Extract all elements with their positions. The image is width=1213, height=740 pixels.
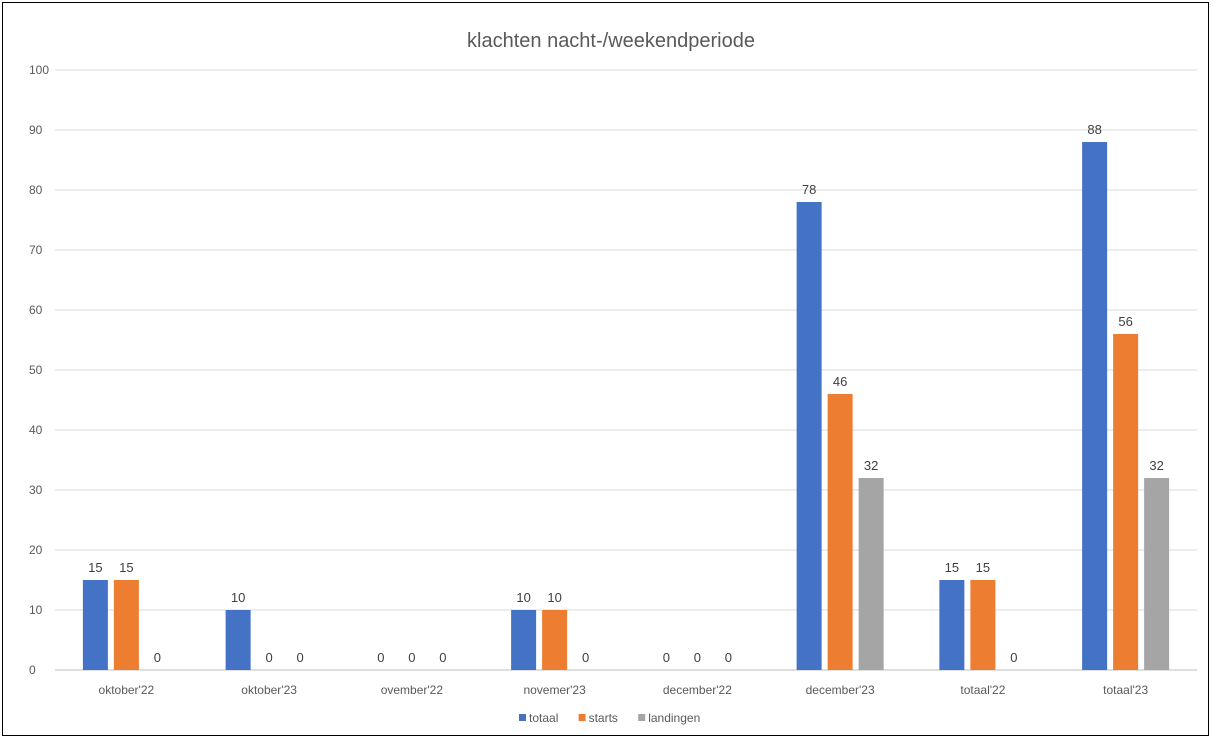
data-label: 78 <box>802 182 816 197</box>
legend-item-starts[interactable]: starts <box>578 711 618 725</box>
data-label: 56 <box>1118 314 1132 329</box>
data-label: 10 <box>547 590 561 605</box>
x-tick-label: ovember'22 <box>381 683 444 697</box>
data-label: 0 <box>154 650 161 665</box>
x-tick-label: totaal'23 <box>1103 683 1148 697</box>
data-label: 10 <box>231 590 245 605</box>
data-label: 0 <box>582 650 589 665</box>
legend-label: totaal <box>529 711 558 725</box>
data-label: 32 <box>864 458 878 473</box>
legend-swatch <box>638 714 646 721</box>
bar-landingen[interactable] <box>858 478 884 670</box>
data-label: 0 <box>377 650 384 665</box>
bar-totaal[interactable] <box>225 610 251 670</box>
data-label: 0 <box>408 650 415 665</box>
y-tick-label: 70 <box>29 243 43 257</box>
y-axis: 0 10 20 30 40 50 60 70 80 90 100 <box>29 63 49 677</box>
data-labels: 15 15 0 10 0 0 0 0 0 10 10 0 0 0 0 78 46 32 15 15 0 88 56 32 <box>88 122 1164 665</box>
data-label: 0 <box>266 650 273 665</box>
data-label: 15 <box>119 560 133 575</box>
bar-totaal[interactable] <box>1082 142 1108 670</box>
bar-landingen[interactable] <box>1144 478 1170 670</box>
data-label: 0 <box>297 650 304 665</box>
bar-starts[interactable] <box>970 580 996 670</box>
bar-starts[interactable] <box>1113 334 1139 670</box>
bar-totaal[interactable] <box>511 610 537 670</box>
y-tick-label: 40 <box>29 423 43 437</box>
data-label: 0 <box>725 650 732 665</box>
y-tick-label: 0 <box>29 663 36 677</box>
data-label: 10 <box>516 590 530 605</box>
data-label: 15 <box>88 560 102 575</box>
legend[interactable]: totaal starts landingen <box>519 711 700 725</box>
data-label: 32 <box>1149 458 1163 473</box>
data-label: 0 <box>1010 650 1017 665</box>
x-axis: oktober'22 oktober'23 ovember'22 novemer'23… <box>99 683 1149 697</box>
x-tick-label: oktober'23 <box>241 683 297 697</box>
y-tick-label: 20 <box>29 543 43 557</box>
data-label: 46 <box>833 374 847 389</box>
chart-title: klachten nacht-/weekendperiode <box>467 30 755 52</box>
legend-item-landingen[interactable]: landingen <box>638 711 700 725</box>
bar-starts[interactable] <box>113 580 139 670</box>
legend-swatch <box>578 714 586 721</box>
bar-totaal[interactable] <box>82 580 108 670</box>
x-tick-label: oktober'22 <box>99 683 155 697</box>
data-label: 0 <box>663 650 670 665</box>
y-tick-label: 100 <box>29 63 49 77</box>
y-tick-label: 80 <box>29 183 43 197</box>
y-tick-label: 30 <box>29 483 43 497</box>
bar-starts[interactable] <box>542 610 568 670</box>
data-label: 0 <box>694 650 701 665</box>
data-label: 0 <box>439 650 446 665</box>
legend-label: starts <box>589 711 618 725</box>
y-tick-label: 60 <box>29 303 43 317</box>
legend-swatch <box>519 714 526 721</box>
bar-starts[interactable] <box>827 394 853 670</box>
bar-totaal[interactable] <box>939 580 965 670</box>
x-tick-label: novemer'23 <box>523 683 586 697</box>
data-label: 88 <box>1087 122 1101 137</box>
gridlines <box>55 69 1197 671</box>
bars <box>82 142 1170 670</box>
legend-item-totaal[interactable]: totaal <box>519 711 558 725</box>
legend-label: landingen <box>648 711 700 725</box>
y-tick-label: 50 <box>29 363 43 377</box>
data-label: 15 <box>976 560 990 575</box>
bar-totaal[interactable] <box>796 202 822 670</box>
y-tick-label: 90 <box>29 123 43 137</box>
data-label: 15 <box>945 560 959 575</box>
x-tick-label: december'22 <box>663 683 732 697</box>
y-tick-label: 10 <box>29 603 43 617</box>
x-tick-label: december'23 <box>806 683 875 697</box>
x-tick-label: totaal'22 <box>960 683 1005 697</box>
